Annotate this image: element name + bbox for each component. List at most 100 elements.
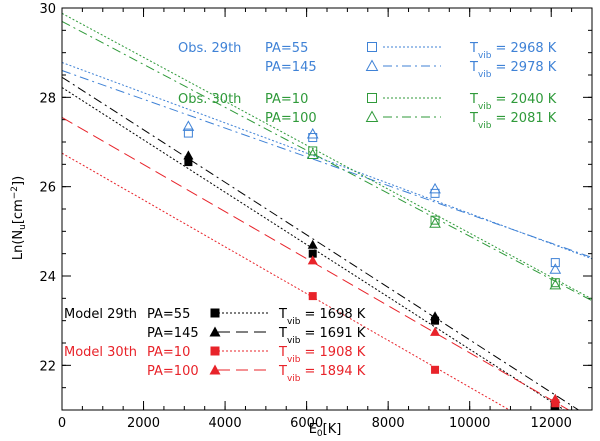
legend-tvib: Tvib = 2968 K xyxy=(469,41,557,61)
x-axis-title-main: E xyxy=(309,422,317,437)
axis-ticks xyxy=(61,7,593,411)
data-point xyxy=(183,128,193,138)
x-tick-label: 2000 xyxy=(127,416,160,431)
data-point xyxy=(183,150,194,160)
fit-line xyxy=(62,12,592,300)
legend-tvib: Tvib = 1698 K xyxy=(278,307,366,327)
legend-t-sub: vib xyxy=(287,374,301,384)
data-point xyxy=(549,263,562,274)
y-axis-title: Ln(Nu[cm−2]) xyxy=(10,176,28,260)
legend-t: T xyxy=(278,307,287,322)
legends: Obs. 29th PA=55 Tvib = 2968 K PA=145 Tvib = 29… xyxy=(64,41,557,384)
data-point xyxy=(551,399,560,408)
legend-marker xyxy=(365,110,379,122)
x-axis-title-sub: 0 xyxy=(317,429,323,439)
legend-block: Obs. 29th PA=55 Tvib = 2968 K PA=145 Tvib = 29… xyxy=(178,41,557,80)
x-tick-label: 8000 xyxy=(372,416,405,431)
data-point xyxy=(306,148,319,160)
legend-t: T xyxy=(278,326,287,341)
tick-labels: 0 2000 4000 6000 8000 10000 12000 22 24 26 28 30 xyxy=(39,2,571,431)
data-point xyxy=(430,311,441,321)
y-tick-label: 26 xyxy=(39,181,56,196)
data-point xyxy=(430,215,440,225)
data-point xyxy=(307,239,318,249)
legend-t-value: = 2040 K xyxy=(496,92,557,107)
legend-block: Obs. 30th PA=10 Tvib = 2040 K PA=100 Tvib = 20… xyxy=(178,92,557,131)
fit-lines xyxy=(62,12,592,410)
y-axis-title-close: ]) xyxy=(11,176,26,186)
data-point xyxy=(307,255,318,265)
x-axis-title: E0[K] xyxy=(309,422,342,439)
legend-marker xyxy=(367,42,377,52)
legend-block: Model 30th PA=10 Tvib = 1908 K PA=100 Tvib = 1… xyxy=(64,345,366,384)
y-axis-title-sub: u xyxy=(18,224,28,230)
legend-t-sub: vib xyxy=(478,70,492,80)
legend-header: Model 30th xyxy=(64,345,137,360)
fit-line xyxy=(62,20,592,302)
x-tick-label: 4000 xyxy=(209,416,242,431)
data-markers xyxy=(182,120,562,410)
legend-t: T xyxy=(469,41,478,56)
legend-pa: PA=55 xyxy=(265,41,308,56)
data-point xyxy=(431,316,440,325)
x-tick-label: 10000 xyxy=(449,416,490,431)
legend-pa: PA=10 xyxy=(265,92,308,107)
legend-t: T xyxy=(469,60,478,75)
legend-pa: PA=100 xyxy=(265,111,317,126)
legend-t-sub: vib xyxy=(478,121,492,131)
legend-marker xyxy=(209,326,221,337)
x-tick-label: 12000 xyxy=(531,416,572,431)
legend-t-value: = 1691 K xyxy=(305,326,366,341)
legend-pa: PA=55 xyxy=(147,307,190,322)
data-point xyxy=(184,158,193,167)
legend-t: T xyxy=(469,111,478,126)
data-point xyxy=(430,326,441,336)
y-tick-label: 22 xyxy=(39,359,56,374)
y-tick-label: 28 xyxy=(39,91,56,106)
data-point xyxy=(308,249,317,258)
legend-pa: PA=100 xyxy=(147,364,199,379)
legend-t-value: = 2968 K xyxy=(496,41,557,56)
fit-line xyxy=(62,87,566,410)
data-point xyxy=(550,393,561,403)
fit-line xyxy=(62,152,511,410)
legend-header: Obs. 29th xyxy=(178,41,241,56)
data-point xyxy=(550,258,560,268)
legend-marker xyxy=(367,93,377,103)
legend-marker xyxy=(365,59,379,71)
legend-t: T xyxy=(278,364,287,379)
y-tick-label: 30 xyxy=(39,2,56,17)
legend-t-sub: vib xyxy=(287,336,301,346)
legend-t-sub: vib xyxy=(478,51,492,61)
data-point xyxy=(429,217,441,228)
legend-t-value: = 2978 K xyxy=(496,60,557,75)
legend-t-value: = 1908 K xyxy=(305,345,366,360)
legend-t-value: = 2081 K xyxy=(496,111,557,126)
legend-tvib: Tvib = 2040 K xyxy=(469,92,557,112)
y-axis-title-sup: −2 xyxy=(10,186,20,199)
x-tick-label: 0 xyxy=(58,416,66,431)
data-point xyxy=(308,292,317,301)
legend-tvib: Tvib = 2978 K xyxy=(469,60,557,80)
plot-frame xyxy=(61,7,593,411)
legend-t-sub: vib xyxy=(287,317,301,327)
legend-marker xyxy=(210,308,220,318)
legend-pa: PA=10 xyxy=(147,345,190,360)
legend-t: T xyxy=(278,345,287,360)
legend-pa: PA=145 xyxy=(147,326,199,341)
legend-tvib: Tvib = 1894 K xyxy=(278,364,366,384)
data-point xyxy=(431,365,440,374)
data-point xyxy=(550,278,560,288)
legend-marker xyxy=(210,346,220,356)
data-point xyxy=(306,127,319,139)
data-point xyxy=(308,146,318,156)
legend-header: Model 29th xyxy=(64,307,137,322)
y-axis-title-tail: [cm xyxy=(11,199,26,224)
legend-tvib: Tvib = 2081 K xyxy=(469,111,557,131)
y-axis-title-main: Ln(N xyxy=(11,230,26,260)
legend-t-value: = 1894 K xyxy=(305,364,366,379)
x-tick-label: 6000 xyxy=(290,416,323,431)
legend-header: Obs. 30th xyxy=(178,92,241,107)
legend-tvib: Tvib = 1908 K xyxy=(278,345,366,365)
